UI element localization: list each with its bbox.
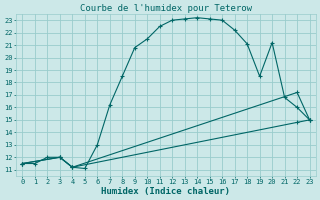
X-axis label: Humidex (Indice chaleur): Humidex (Indice chaleur) [101,187,230,196]
Title: Courbe de l'humidex pour Teterow: Courbe de l'humidex pour Teterow [80,4,252,13]
